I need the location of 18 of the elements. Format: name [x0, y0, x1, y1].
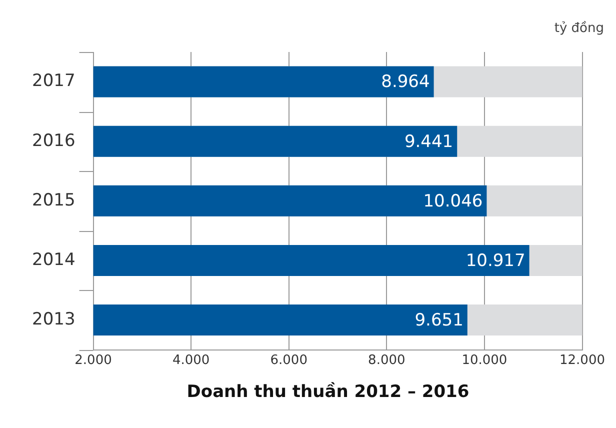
data-label: 9.441	[404, 132, 454, 152]
y-tick-label: 2017	[32, 71, 76, 92]
y-tick-label: 2013	[32, 309, 76, 330]
y-tick-label: 2015	[32, 190, 76, 210]
y-tick-label: 2016	[32, 130, 76, 151]
data-label: 10.046	[423, 191, 483, 212]
y-tick-label: 2014	[32, 250, 76, 270]
data-label: 10.917	[466, 250, 526, 271]
data-label: 9.651	[414, 310, 464, 330]
x-tick-label: 2.000	[74, 352, 112, 368]
x-tick-label: 10.000	[462, 352, 508, 368]
x-tick-label: 8.000	[368, 352, 406, 368]
text: Doanh thu thuần 2012 – 2016	[186, 382, 470, 402]
x-tick-label: 6.000	[270, 352, 308, 368]
x-tick-label: 4.000	[172, 352, 210, 368]
x-tick-label: 12.000	[560, 352, 606, 368]
data-label: 8.964	[381, 72, 430, 92]
x-axis-title: tỷ đồng	[554, 20, 604, 36]
